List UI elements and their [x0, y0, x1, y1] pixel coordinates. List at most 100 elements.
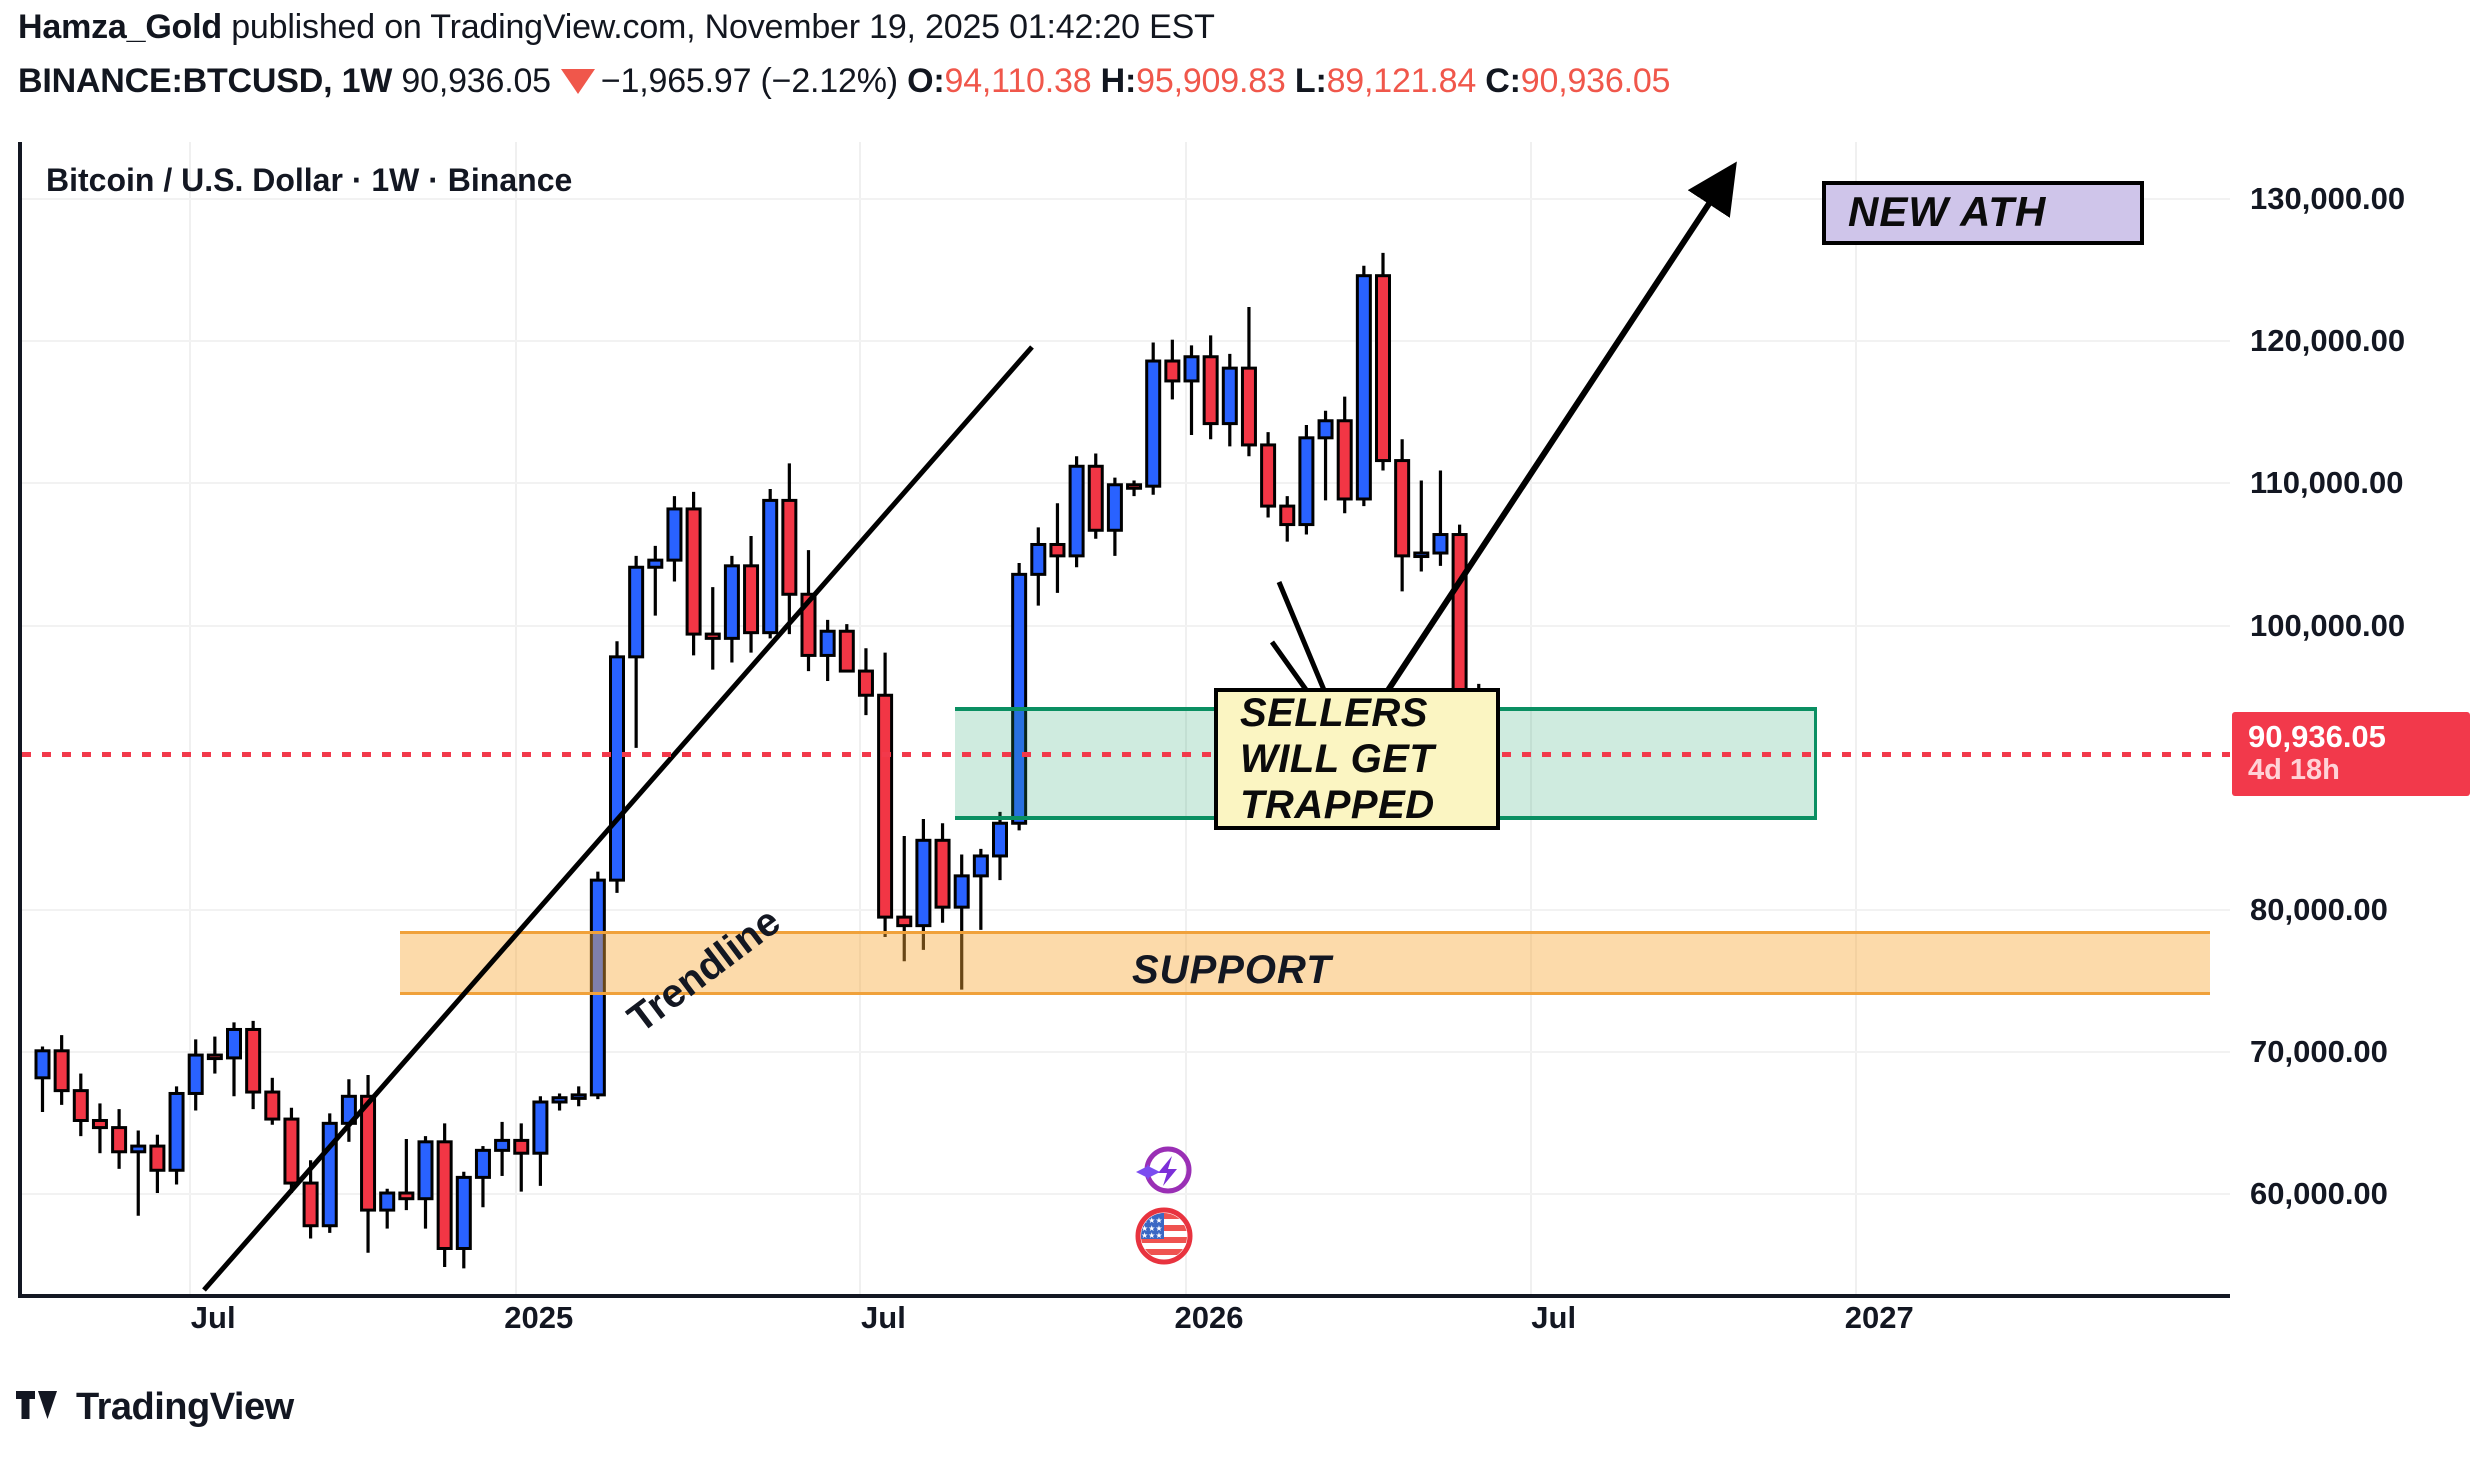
publication-byline: Hamza_Gold published on TradingView.com,… [18, 8, 1215, 47]
candle-body [130, 1144, 147, 1154]
candle-body [1375, 274, 1391, 463]
candle-body [187, 1053, 204, 1095]
horizontal-gridline [22, 1051, 2230, 1054]
chart-canvas[interactable]: SUPPORT FVG SELLERS WILL GET TRAPPED NEW… [18, 142, 2230, 1298]
time-axis-tick: Jul [1531, 1300, 1577, 1335]
time-scale[interactable]: Jul 2025 Jul 2026 Jul 2027 [18, 1300, 2230, 1360]
candle-body [551, 1096, 568, 1104]
publication-meta: published on TradingView.com, November 1… [231, 8, 1215, 46]
candle-body [1126, 483, 1143, 490]
candle-body [91, 1118, 108, 1130]
candle-body [360, 1094, 377, 1212]
symbol-quote-line: BINANCE:BTCUSD, 1W 90,936.05 −1,965.97 (−… [18, 62, 1670, 101]
time-axis-tick: Jul [861, 1300, 906, 1335]
candle-body [245, 1027, 262, 1094]
candle-body [417, 1140, 434, 1201]
candle-body [743, 564, 760, 635]
price-scale[interactable]: 130,000.00 120,000.00 110,000.00 100,000.00… [2232, 142, 2484, 1298]
time-axis-tick: Jul [190, 1300, 236, 1335]
price-axis-tick: 110,000.00 [2250, 465, 2404, 501]
time-axis-tick: 2027 [1844, 1300, 1914, 1335]
trendline-drawing[interactable] [202, 345, 1034, 1292]
sellers-trapped-text: SELLERS WILL GET TRAPPED [1240, 691, 1435, 827]
open-value: 94,110.38 [944, 62, 1092, 100]
candle-body [494, 1138, 511, 1152]
candle-body [1068, 464, 1085, 558]
candle-body [1011, 572, 1028, 825]
change-absolute: −1,965.97 [600, 62, 752, 100]
horizontal-gridline [22, 909, 2230, 911]
close-value: 90,936.05 [1520, 62, 1671, 100]
candle-body [1183, 355, 1200, 383]
tradingview-logo-icon [16, 1385, 62, 1430]
vertical-gridline [1185, 142, 1187, 1294]
horizontal-gridline [22, 624, 2230, 627]
us-flag-icon[interactable]: ★★★ ★★★ ★★★ [1132, 1204, 1196, 1268]
candle-body [1336, 419, 1353, 501]
current-price-badge[interactable]: 90,936.05 4d 18h [2232, 712, 2470, 797]
high-value: 95,909.83 [1136, 62, 1286, 100]
horizontal-gridline [22, 340, 2230, 343]
candle-body [1279, 504, 1296, 527]
candle-body [838, 629, 855, 673]
horizontal-gridline [22, 1193, 2230, 1196]
new-ath-text: NEW ATH [1848, 188, 2047, 235]
new-ath-callout[interactable]: NEW ATH [1822, 181, 2144, 245]
vertical-gridline [189, 142, 192, 1294]
vertical-gridline [514, 142, 517, 1294]
candle-body [704, 632, 721, 640]
price-axis-tick: 60,000.00 [2250, 1176, 2388, 1212]
candle-body [877, 693, 894, 919]
candle-body [819, 629, 836, 657]
candle-body [283, 1117, 300, 1185]
candle-body [1221, 366, 1238, 426]
candle-body [1145, 359, 1162, 488]
high-label: H: [1100, 62, 1137, 100]
support-zone[interactable] [399, 931, 2210, 996]
svg-text:★★★: ★★★ [1141, 1231, 1163, 1240]
candle-body [72, 1089, 89, 1122]
horizontal-gridline [22, 197, 2230, 200]
candle-body [1164, 359, 1181, 383]
symbol-ticker[interactable]: BINANCE:BTCUSD, 1W [18, 62, 393, 100]
candle-body [111, 1126, 128, 1154]
candle-body [474, 1148, 491, 1179]
low-value: 89,121.84 [1326, 62, 1477, 100]
candle-body [1298, 436, 1315, 527]
candle-body [972, 854, 989, 878]
candle-body [1202, 355, 1219, 426]
boost-icon[interactable] [1132, 1142, 1196, 1206]
candle-body [857, 669, 874, 697]
candle-body [513, 1138, 530, 1155]
candle-body [398, 1191, 415, 1201]
last-price: 90,936.05 [401, 62, 551, 100]
tradingview-footer: TradingView [16, 1385, 294, 1430]
candle-body [436, 1140, 453, 1250]
candle-body [1106, 483, 1123, 532]
author-name[interactable]: Hamza_Gold [18, 8, 222, 46]
candle-body [570, 1093, 587, 1100]
change-percent: (−2.12%) [760, 62, 899, 100]
candle-body [781, 498, 798, 596]
candle-body [1240, 366, 1257, 447]
candle-body [149, 1144, 166, 1172]
candle-body [1049, 542, 1066, 558]
support-zone-label: SUPPORT [1132, 947, 1332, 992]
chart-plot-area[interactable]: SUPPORT FVG SELLERS WILL GET TRAPPED NEW… [22, 142, 2230, 1294]
sellers-trapped-callout[interactable]: SELLERS WILL GET TRAPPED [1214, 688, 1500, 830]
close-label: C: [1485, 62, 1521, 100]
projection-arrow[interactable] [1339, 161, 1737, 762]
vertical-gridline [859, 142, 862, 1294]
candle-body [34, 1049, 51, 1080]
candle-body [1355, 274, 1372, 501]
candle-body [1260, 443, 1277, 508]
candle-body [953, 874, 970, 909]
low-label: L: [1294, 62, 1327, 100]
candle-body [264, 1090, 281, 1121]
time-axis-tick: 2026 [1174, 1300, 1244, 1335]
candle-body [628, 565, 645, 659]
candle-body [915, 838, 932, 928]
candle-body [168, 1091, 185, 1172]
candle-body [226, 1027, 242, 1060]
candle-body [992, 821, 1008, 858]
